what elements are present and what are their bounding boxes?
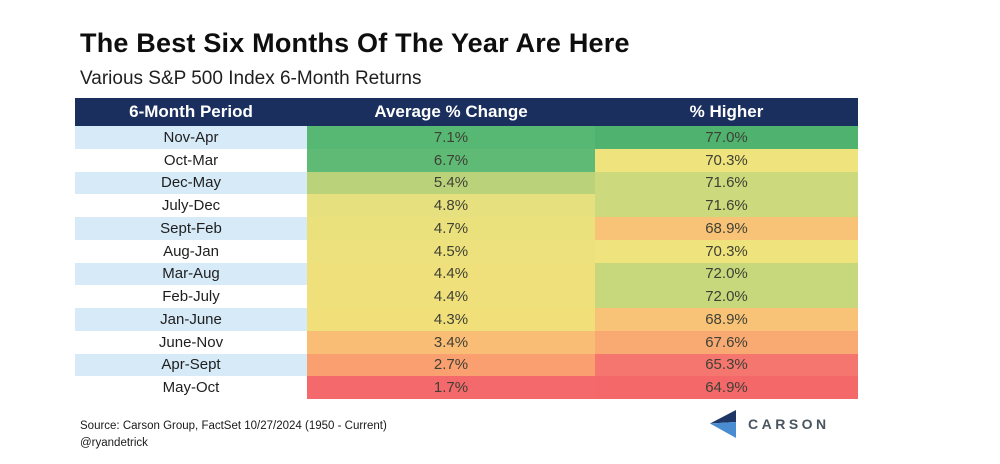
pct-higher-cell: 72.0% xyxy=(595,262,858,286)
returns-table: 6-Month Period Average % Change% Higher N… xyxy=(75,98,858,399)
pct-higher-cell: 77.0% xyxy=(595,126,858,149)
table-row: July-Dec 4.8% 71.6% xyxy=(75,194,858,217)
period-cell: Nov-Apr xyxy=(75,126,307,149)
carson-chevron-icon xyxy=(710,410,736,438)
period-cell: Dec-May xyxy=(75,171,307,195)
table-row: June-Nov 3.4% 67.6% xyxy=(75,330,858,354)
author-handle: @ryandetrick xyxy=(80,437,148,449)
avg-change-cell: 5.4% xyxy=(307,171,595,195)
pct-higher-cell: 68.9% xyxy=(595,217,858,240)
period-cell: Apr-Sept xyxy=(75,353,307,377)
table-row: May-Oct 1.7% 64.9% xyxy=(75,376,858,399)
table-body: Nov-Apr 7.1% 77.0% Oct-Mar 6.7% 70.3% Dec-May 5… xyxy=(75,126,858,399)
period-cell: July-Dec xyxy=(75,194,307,217)
column-header: % Higher xyxy=(595,98,858,126)
table-row: Dec-May 5.4% 71.6% xyxy=(75,171,858,195)
period-cell: Aug-Jan xyxy=(75,239,307,263)
table-row: Sept-Feb 4.7% 68.9% xyxy=(75,217,858,240)
avg-change-cell: 6.7% xyxy=(307,148,595,172)
pct-higher-cell: 68.9% xyxy=(595,308,858,331)
table-row: Apr-Sept 2.7% 65.3% xyxy=(75,353,858,377)
period-cell: Feb-July xyxy=(75,285,307,308)
avg-change-cell: 4.5% xyxy=(307,239,595,263)
pct-higher-cell: 70.3% xyxy=(595,148,858,172)
period-cell: Mar-Aug xyxy=(75,262,307,286)
table-header-row: 6-Month Period Average % Change% Higher xyxy=(75,98,858,126)
page-subtitle: Various S&P 500 Index 6-Month Returns xyxy=(80,68,422,89)
pct-higher-cell: 67.6% xyxy=(595,330,858,354)
period-cell: Sept-Feb xyxy=(75,217,307,240)
pct-higher-cell: 71.6% xyxy=(595,194,858,217)
pct-higher-cell: 71.6% xyxy=(595,171,858,195)
table-row: Oct-Mar 6.7% 70.3% xyxy=(75,148,858,172)
source-attribution: Source: Carson Group, FactSet 10/27/2024… xyxy=(80,420,387,432)
column-header: Average % Change xyxy=(307,98,595,126)
carson-logo: CARSON xyxy=(708,410,830,438)
returns-table-container: 6-Month Period Average % Change% Higher N… xyxy=(75,98,858,399)
table-row: Jan-June 4.3% 68.9% xyxy=(75,308,858,331)
avg-change-cell: 4.4% xyxy=(307,262,595,286)
avg-change-cell: 4.8% xyxy=(307,194,595,217)
period-cell: Oct-Mar xyxy=(75,148,307,172)
pct-higher-cell: 70.3% xyxy=(595,239,858,263)
period-cell: Jan-June xyxy=(75,308,307,331)
period-cell: May-Oct xyxy=(75,376,307,399)
pct-higher-cell: 64.9% xyxy=(595,376,858,399)
page-title: The Best Six Months Of The Year Are Here xyxy=(80,28,630,58)
avg-change-cell: 1.7% xyxy=(307,376,595,399)
table-row: Feb-July 4.4% 72.0% xyxy=(75,285,858,308)
avg-change-cell: 3.4% xyxy=(307,330,595,354)
table-row: Mar-Aug 4.4% 72.0% xyxy=(75,262,858,286)
carson-logo-text: CARSON xyxy=(748,416,830,432)
avg-change-cell: 7.1% xyxy=(307,126,595,149)
pct-higher-cell: 65.3% xyxy=(595,353,858,377)
period-cell: June-Nov xyxy=(75,330,307,354)
pct-higher-cell: 72.0% xyxy=(595,285,858,308)
table-row: Aug-Jan 4.5% 70.3% xyxy=(75,239,858,263)
avg-change-cell: 4.4% xyxy=(307,285,595,308)
avg-change-cell: 2.7% xyxy=(307,353,595,377)
avg-change-cell: 4.7% xyxy=(307,217,595,240)
avg-change-cell: 4.3% xyxy=(307,308,595,331)
table-row: Nov-Apr 7.1% 77.0% xyxy=(75,126,858,149)
column-header: 6-Month Period xyxy=(75,98,307,126)
